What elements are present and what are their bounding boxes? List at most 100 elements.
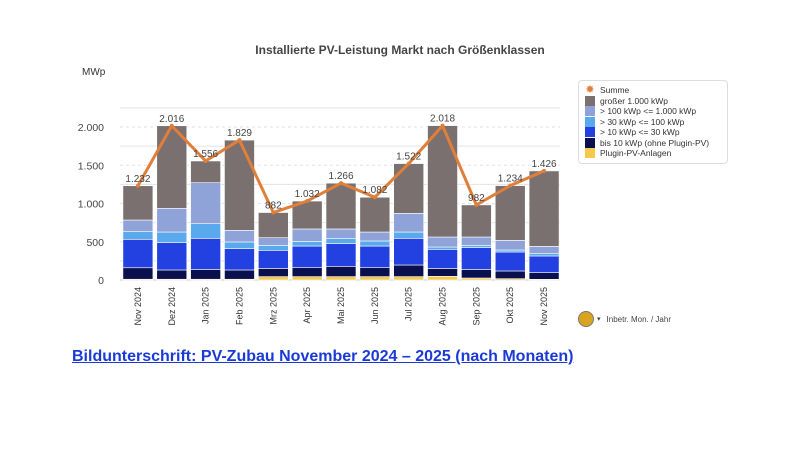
x-tick-label: Apr 2025: [302, 287, 312, 324]
legend-label: Plugin-PV-Anlagen: [600, 148, 672, 159]
bar-segment: [427, 268, 458, 277]
sum-point: [203, 158, 208, 163]
bar-segment: [427, 276, 458, 281]
sum-point: [271, 210, 276, 215]
bar-segment: [528, 253, 560, 257]
bar-segment: [258, 245, 289, 251]
bar-segment: [494, 270, 526, 279]
color-swatch-icon: [585, 106, 595, 117]
bar-segment: [291, 228, 323, 242]
y-tick-label: 0: [98, 275, 104, 287]
sum-point: [440, 123, 445, 128]
bar-segment: [325, 238, 357, 244]
bar-segment: [528, 272, 560, 280]
legend-item[interactable]: > 100 kWp <= 1.000 kWp: [585, 106, 721, 117]
bar-segment: [359, 276, 391, 281]
chart-title: Installierte PV-Leistung Markt nach Größ…: [255, 43, 545, 57]
bar-segment: [393, 264, 424, 277]
bar-segment: [258, 212, 289, 238]
x-axis-selector[interactable]: ▾ Inbetr. Mon. / Jahr: [578, 311, 671, 327]
x-tick-label: Okt 2025: [505, 287, 515, 324]
bar-segment: [359, 240, 391, 247]
bar-segment: [461, 269, 492, 279]
sum-point: [542, 168, 547, 173]
bar-segment: [224, 139, 255, 231]
data-label: 1.032: [295, 189, 320, 200]
bar-segment: [528, 170, 560, 247]
bar-segment: [156, 242, 188, 271]
bar-segment: [122, 267, 154, 280]
bar-segment: [494, 240, 526, 251]
bar-segment: [359, 245, 391, 268]
bar-segment: [156, 231, 188, 243]
legend-item[interactable]: > 30 kWp <= 100 kWp: [585, 116, 721, 128]
bar-segment: [393, 213, 424, 233]
x-tick-label: Jun 2025: [370, 287, 380, 324]
bar-segment: [224, 248, 255, 271]
bar-segment: [427, 246, 458, 250]
bar-segment: [190, 223, 221, 239]
data-label: 1.522: [396, 152, 421, 163]
data-label: 1.426: [532, 159, 557, 170]
bar-segment: [461, 247, 492, 270]
bar-segment: [528, 246, 560, 254]
bar-segment: [291, 267, 323, 277]
bar-segment: [122, 185, 154, 221]
y-axis-unit: MWp: [82, 67, 106, 78]
bar-segment: [291, 276, 323, 281]
legend-item[interactable]: bis 10 kWp (ohne Plugin-PV): [585, 137, 721, 149]
sum-point: [508, 183, 513, 188]
bar-segment: [156, 208, 188, 233]
bar-segment: [461, 245, 492, 248]
x-tick-label: Mai 2025: [336, 287, 346, 324]
bar-segment: [325, 243, 357, 267]
data-label: 1.829: [227, 128, 252, 139]
data-label: 982: [468, 193, 485, 204]
axis-settings-icon[interactable]: [578, 311, 594, 327]
bar-segment: [494, 251, 526, 272]
legend-label: > 100 kWp <= 1.000 kWp: [600, 106, 697, 117]
legend-item[interactable]: > 10 kWp <= 30 kWp: [585, 127, 721, 138]
data-label: 2.016: [159, 114, 184, 125]
legend-label: großer 1.000 kWp: [600, 95, 669, 106]
sum-point: [237, 138, 242, 143]
bar-segment: [325, 266, 357, 277]
bar-segment: [325, 228, 357, 239]
x-tick-label: Mrz 2025: [268, 287, 278, 325]
bar-segment: [122, 239, 154, 269]
legend: ✸ Summe großer 1.000 kWp > 100 kWp <= 1.000…: [578, 80, 728, 164]
data-label: 1.082: [362, 185, 387, 196]
bar-segment: [393, 231, 424, 239]
bar-segment: [156, 125, 188, 209]
bar-segment: [427, 236, 458, 248]
legend-label: > 30 kWp <= 100 kWp: [600, 116, 685, 127]
legend-item[interactable]: Plugin-PV-Anlagen: [585, 148, 721, 159]
data-label: 2.018: [430, 114, 455, 125]
bar-segment: [190, 269, 221, 280]
bar-segment: [325, 182, 357, 230]
bar-segment: [122, 219, 154, 232]
x-tick-label: Jul 2025: [404, 287, 414, 321]
legend-label: bis 10 kWp (ohne Plugin-PV): [600, 137, 710, 148]
bar-segment: [258, 276, 289, 281]
color-swatch-icon: [585, 127, 595, 138]
legend-item[interactable]: großer 1.000 kWp: [585, 95, 721, 107]
sum-point: [474, 202, 479, 207]
bar-segment: [494, 185, 526, 241]
data-label: 1.234: [498, 174, 523, 185]
color-swatch-icon: [585, 95, 595, 106]
bar-segment: [190, 238, 221, 270]
bar-segment: [258, 268, 289, 277]
sum-point: [372, 195, 377, 200]
line-marker-icon: ✸: [585, 84, 595, 97]
dropdown-arrow-icon[interactable]: ▾: [597, 316, 601, 323]
data-label: 882: [265, 201, 282, 212]
x-tick-label: Sep 2025: [471, 287, 481, 326]
x-tick-label: Nov 2025: [539, 287, 549, 326]
bar-segment: [393, 276, 424, 281]
caption-link[interactable]: Bildunterschrift: PV-Zubau November 2024…: [72, 348, 574, 365]
legend-item[interactable]: ✸ Summe: [585, 85, 721, 96]
sum-point: [135, 183, 140, 188]
bar-segment: [291, 241, 323, 247]
x-tick-label: Jan 2025: [201, 287, 211, 324]
